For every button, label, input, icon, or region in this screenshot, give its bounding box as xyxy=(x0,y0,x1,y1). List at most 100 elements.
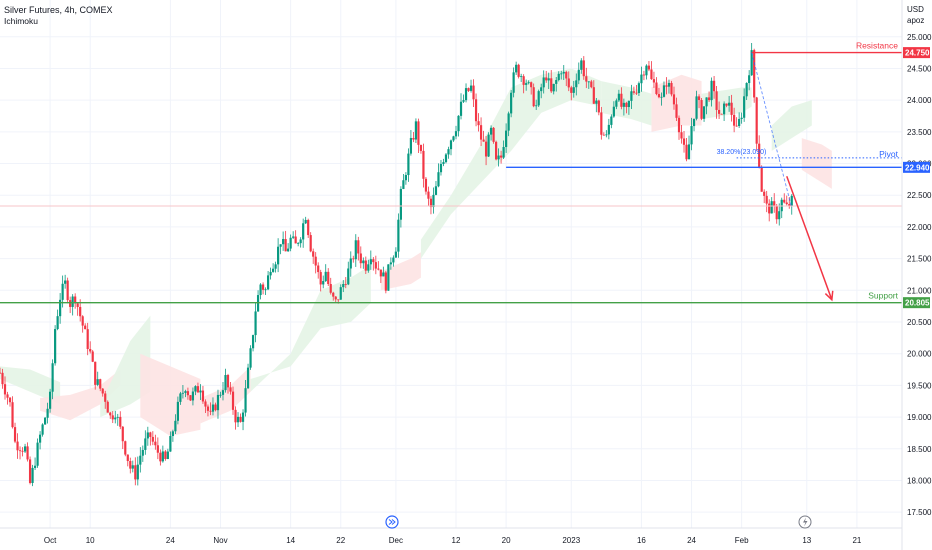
candle-down xyxy=(682,138,686,145)
candle-up xyxy=(299,239,302,244)
candle-down xyxy=(647,65,651,70)
candle-down xyxy=(720,113,723,115)
candle-down xyxy=(570,87,573,93)
candle-up xyxy=(449,140,453,150)
candle-down xyxy=(334,296,337,300)
candle-down xyxy=(765,195,768,204)
candle-up xyxy=(459,101,463,116)
candle-up xyxy=(667,82,671,87)
candle-up xyxy=(434,186,438,195)
candle-down xyxy=(642,74,646,76)
price-axis[interactable] xyxy=(903,0,932,550)
time-axis[interactable]: Oct 10 24 Nov 14 22 Dec 12 20 2023 16 24 Feb 13 21 xyxy=(44,536,862,545)
candle-up xyxy=(547,78,550,81)
candle-up xyxy=(402,180,405,189)
candle-down xyxy=(94,361,97,385)
support-price-tag-text: 20.805 xyxy=(905,299,930,308)
candle-up xyxy=(342,284,345,288)
candle-down xyxy=(652,79,656,83)
candle-down xyxy=(474,99,478,122)
candle-up xyxy=(444,154,448,163)
candle-down xyxy=(768,203,771,214)
candle-down xyxy=(680,132,683,139)
candle-down xyxy=(733,114,736,126)
x-tick-label: 24 xyxy=(166,536,175,545)
candle-down xyxy=(129,461,132,469)
symbol-title[interactable]: Silver Futures, 4h, COMEX xyxy=(4,5,113,15)
candle-up xyxy=(131,465,134,469)
resistance-price-tag-text: 24.750 xyxy=(905,49,930,58)
candle-down xyxy=(319,272,322,285)
candle-down xyxy=(234,409,237,423)
candle-up xyxy=(527,82,530,84)
candle-up xyxy=(219,394,222,396)
x-tick-label: 16 xyxy=(637,536,646,545)
y-tick-label: 21.500 xyxy=(907,255,932,264)
pivot-price-tag-text: 22.940 xyxy=(905,163,930,172)
y-tick-label: 25.000 xyxy=(907,33,932,42)
candle-down xyxy=(329,284,332,293)
candle-up xyxy=(59,299,62,317)
candle-down xyxy=(3,384,7,395)
candle-up xyxy=(339,287,342,300)
candle-up xyxy=(369,259,372,265)
forward-icon[interactable] xyxy=(385,515,399,529)
resistance-price-tag xyxy=(903,47,930,59)
candle-down xyxy=(753,50,756,98)
candle-down xyxy=(109,412,112,416)
candle-down xyxy=(21,450,24,452)
candle-up xyxy=(630,91,633,101)
candle-down xyxy=(655,82,658,95)
x-tick-label: Dec xyxy=(389,536,403,545)
candle-down xyxy=(773,201,776,207)
candle-down xyxy=(717,109,721,114)
candle-up xyxy=(251,335,255,349)
candle-down xyxy=(231,391,235,410)
candle-down xyxy=(314,256,317,266)
candle-down xyxy=(13,427,17,442)
resistance-label: Resistance xyxy=(856,41,898,51)
candle-up xyxy=(515,64,518,73)
candle-up xyxy=(555,80,558,84)
candle-up xyxy=(194,386,197,392)
candle-down xyxy=(159,452,162,462)
y-tick-label: 24.500 xyxy=(907,64,932,73)
y-tick-label: 18.000 xyxy=(907,476,932,485)
candle-down xyxy=(760,167,763,192)
candle-up xyxy=(287,248,290,252)
fib-retracement-label: 38.20%(23.090) xyxy=(717,149,767,156)
candle-down xyxy=(209,410,212,412)
candle-down xyxy=(11,402,14,428)
candle-down xyxy=(597,100,600,113)
candle-down xyxy=(479,125,483,140)
candle-down xyxy=(364,260,367,271)
candle-down xyxy=(206,406,210,411)
bolt-icon[interactable] xyxy=(798,515,812,529)
candle-up xyxy=(389,262,392,265)
candle-up xyxy=(497,155,500,160)
candle-up xyxy=(464,88,468,101)
x-tick-label: 24 xyxy=(687,536,696,545)
cloud-bearish xyxy=(801,138,832,189)
candle-down xyxy=(86,329,89,350)
candle-up xyxy=(462,100,465,102)
support-label: Support xyxy=(868,291,898,301)
cloud-bullish xyxy=(100,315,151,418)
scale-mode-label[interactable]: apoz xyxy=(907,16,924,25)
candle-up xyxy=(560,73,563,75)
candle-up xyxy=(367,264,370,271)
indicator-name[interactable]: Ichimoku xyxy=(4,16,38,26)
y-tick-label: 23.500 xyxy=(907,128,932,137)
candle-down xyxy=(567,78,570,88)
candle-up xyxy=(622,102,625,107)
candle-up xyxy=(454,131,458,137)
candle-up xyxy=(627,100,630,108)
candle-up xyxy=(36,442,39,466)
candle-up xyxy=(362,260,365,264)
candle-up xyxy=(447,149,450,155)
candle-up xyxy=(174,420,177,432)
x-tick-label: 10 xyxy=(86,536,95,545)
candle-down xyxy=(229,387,232,392)
candle-down xyxy=(111,415,114,420)
